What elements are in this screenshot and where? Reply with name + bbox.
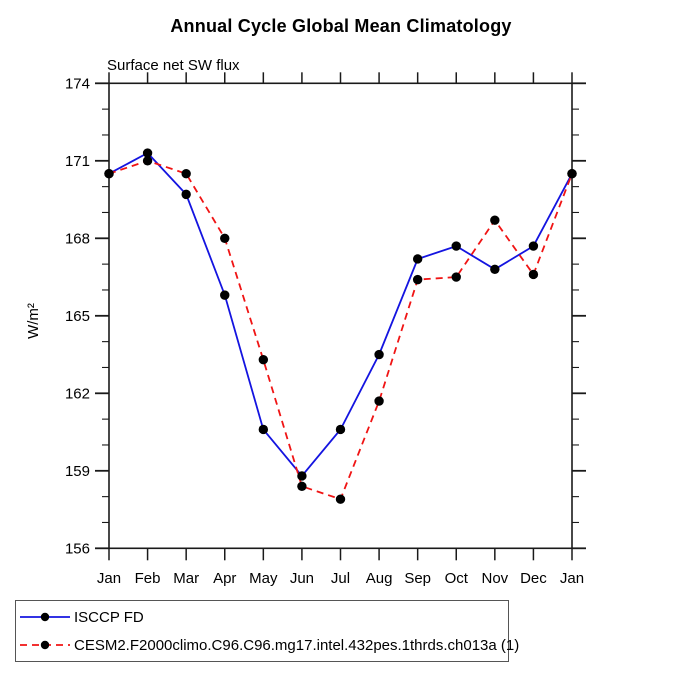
data-point-marker [490, 215, 500, 225]
legend-marker [40, 612, 50, 622]
x-tick-label: Jun [290, 570, 314, 587]
y-tick-label: 156 [65, 540, 90, 557]
chart-subtitle: Surface net SW flux [107, 57, 240, 74]
y-tick-label: 168 [65, 230, 90, 247]
legend-item[interactable]: CESM2.F2000climo.C96.C96.mg17.intel.432p… [16, 631, 519, 659]
x-tick-label: Aug [366, 570, 393, 587]
chart-plot-area: 156 159 162 165 168 171 174 Jan Feb Mar Apr May Jun J… [25, 72, 586, 587]
x-tick-label: Oct [445, 570, 469, 587]
data-point-marker [104, 169, 114, 179]
x-tick-label: Jul [331, 570, 350, 587]
x-tick-label: Nov [481, 570, 508, 587]
data-point-marker [528, 269, 539, 280]
data-point-marker [412, 274, 423, 285]
series-line-1 [108, 159, 573, 501]
data-point-marker [451, 272, 461, 282]
data-point-marker [297, 471, 307, 481]
data-point-marker [374, 349, 384, 360]
y-tick-label: 159 [65, 463, 90, 480]
x-tick-label: May [249, 570, 278, 587]
legend-marker [40, 640, 50, 650]
data-point-marker [490, 264, 500, 274]
y-tick-label: 174 [65, 75, 90, 92]
plot-frame [108, 82, 573, 550]
legend: ISCCP FD CESM2.F2000climo.C96.C96.mg17.i… [15, 600, 519, 662]
data-point-marker [142, 156, 153, 166]
x-tick-label: Apr [213, 570, 236, 587]
x-tick-label: Sep [404, 570, 431, 587]
x-tick-label: Mar [173, 570, 199, 587]
data-point-marker [374, 396, 384, 406]
legend-item[interactable]: ISCCP FD [16, 603, 508, 631]
legend-label: ISCCP FD [74, 608, 144, 626]
data-point-marker [451, 241, 461, 251]
x-tick-label: Jan [560, 570, 584, 587]
data-point-marker [220, 233, 230, 243]
x-tick-label: Feb [135, 570, 161, 587]
legend-label: CESM2.F2000climo.C96.C96.mg17.intel.432p… [74, 636, 520, 654]
data-point-marker [220, 290, 230, 300]
data-point-marker [181, 189, 191, 200]
data-point-marker [142, 148, 153, 158]
x-tick-label: Jan [97, 570, 121, 587]
x-tick-label: Dec [520, 570, 547, 587]
data-point-marker [258, 424, 269, 435]
data-point-marker [567, 169, 577, 179]
data-point-marker [412, 254, 423, 264]
data-point-marker [528, 241, 539, 251]
chart-title: Annual Cycle Global Mean Climatology [170, 16, 512, 36]
legend-line-sample-cesm2 [20, 640, 70, 650]
y-tick-label: 162 [65, 385, 90, 402]
data-point-marker [335, 494, 346, 504]
data-point-marker [181, 169, 191, 179]
y-axis-label: W/m² [25, 303, 42, 339]
legend-line-sample-isccp [20, 612, 70, 622]
data-point-marker [335, 424, 346, 435]
data-point-marker [258, 355, 269, 365]
y-tick-label: 171 [65, 153, 90, 170]
y-tick-label: 165 [65, 308, 90, 325]
data-point-marker [297, 481, 307, 491]
